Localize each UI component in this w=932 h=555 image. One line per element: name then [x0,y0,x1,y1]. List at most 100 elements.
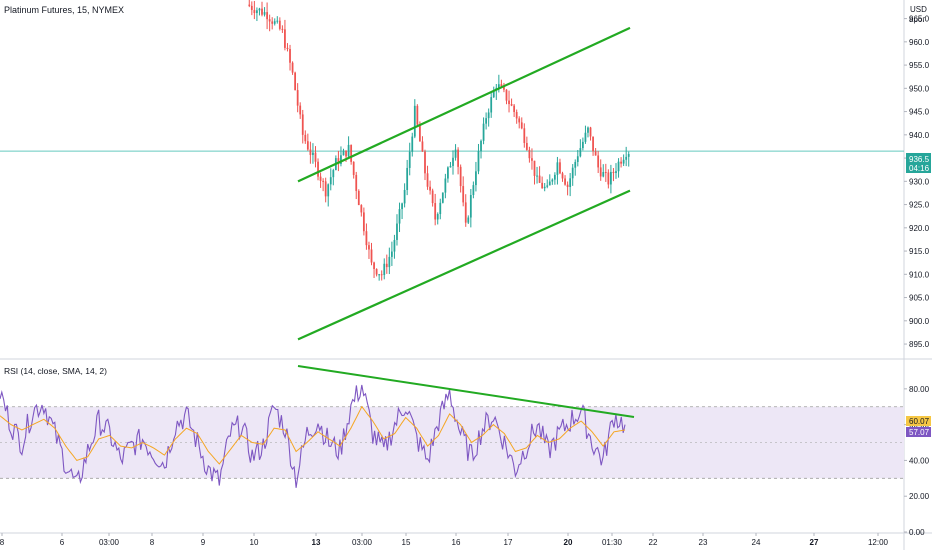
candle-up [447,167,449,179]
time-tick-label: 03:00 [352,538,373,547]
candle-up [584,132,587,142]
candle-up [332,170,335,178]
candle-up [444,178,447,193]
rsi-divergence-trendline [297,365,635,418]
candle-up [551,179,554,182]
time-tick-label: 22 [649,538,658,547]
candle-up [263,12,266,15]
candle-up [571,167,574,179]
candle-up [388,256,391,268]
candle-down [589,127,592,137]
candle-down [299,105,302,115]
candle-up [347,144,350,157]
candle-down [505,89,508,101]
candle-up [553,174,556,180]
candle-down [375,268,378,275]
candle-down [564,178,566,185]
candle-up [548,181,551,186]
candle-up [398,209,401,224]
candle-down [431,190,434,204]
candle-up [556,162,559,175]
candle-down [594,151,597,156]
candle-down [462,186,465,203]
rsi-tick-label: 0.00 [909,528,925,537]
candle-down [296,90,299,106]
candle-down [612,171,615,174]
candle-down [380,274,383,276]
candle-down [599,167,602,177]
price-tick-label: 945.0 [909,108,930,117]
price-tick-label: 900.0 [909,317,930,326]
time-tick-label: 17 [504,538,513,547]
time-tick-label: 10 [250,538,259,547]
candle-down [607,172,610,185]
time-axis: 8 6 03:00 8 9 10 13 03:00 15 16 17 20 01:30 22 23 24 27 1… [0,533,889,547]
candle-up [469,194,472,218]
candle-down [294,72,297,91]
currency-sub-label: арог [909,15,925,24]
candle-up [602,172,605,177]
time-tick-label: 12:00 [868,538,889,547]
candle-up [342,150,345,156]
candle-up [579,148,582,157]
candle-down [500,84,503,87]
candle-down [357,190,360,206]
candle-down [350,144,353,162]
candle-down [559,162,561,174]
candle-down [518,118,521,123]
candle-up [497,84,500,88]
candle-up [439,202,442,215]
candle-up [449,165,452,168]
time-tick-label: 9 [201,538,206,547]
candle-down [513,105,516,113]
candle-up [401,203,403,210]
candle-down [508,100,510,105]
candle-down [566,184,569,187]
candle-up [490,97,493,113]
candle-down [520,122,523,129]
candle-down [345,150,347,157]
symbol-title: Platinum Futures, 15, NYMEX [4,5,124,15]
candle-down [253,9,256,14]
candle-up [487,112,490,119]
candle-up [393,239,396,252]
candle-up [475,171,477,186]
candle-down [289,49,291,63]
price-tick-label: 915.0 [909,247,930,256]
candle-up [408,151,411,168]
candle-down [503,86,505,90]
candle-down [523,128,526,143]
time-tick-label: 24 [752,538,761,547]
time-tick-label: 23 [699,538,708,547]
rsi-title: RSI (14, close, SMA, 14, 2) [4,366,107,376]
candle-up [276,20,279,22]
rsi-tick-label: 40.00 [909,456,930,465]
candle-down [291,62,294,73]
candle-down [324,181,327,197]
candle-down [434,203,437,220]
candle-up [482,123,485,141]
candle-up [615,171,617,174]
price-tick-label: 910.0 [909,270,930,279]
candle-down [317,161,319,177]
candle-up [406,167,409,190]
price-tick-label: 960.0 [909,38,930,47]
time-tick-label: 6 [60,538,65,547]
candle-down [284,29,286,48]
candle-up [452,157,454,166]
candle-down [510,104,513,106]
candle-down [620,161,622,164]
candle-down [541,182,544,189]
candle-down [421,141,424,152]
time-tick-label: 03:00 [99,538,120,547]
channel-upper-trendline [297,26,631,183]
price-trendlines [297,26,631,341]
candle-up [327,184,330,197]
candle-down [268,19,271,22]
candle-down [261,8,263,15]
candle-up [413,105,416,137]
candle-up [256,10,258,14]
